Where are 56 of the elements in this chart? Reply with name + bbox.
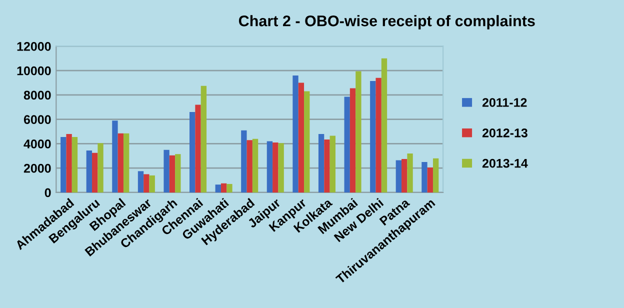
bar <box>324 139 330 192</box>
bar <box>396 160 402 192</box>
bar <box>60 137 66 192</box>
bar <box>292 75 298 192</box>
y-tick-label: 6000 <box>24 115 51 124</box>
bar <box>266 141 273 192</box>
bar <box>195 104 201 192</box>
bar <box>252 138 258 192</box>
legend-label: 2011-12 <box>482 98 527 107</box>
bar <box>220 183 227 192</box>
y-tick-label: 8000 <box>24 90 51 100</box>
bar <box>278 143 284 192</box>
bar <box>402 158 408 192</box>
bar <box>144 174 150 192</box>
y-tick-label: 4000 <box>24 140 51 148</box>
bar <box>190 112 196 192</box>
bar <box>169 155 176 192</box>
bar <box>72 137 78 192</box>
bar <box>138 171 144 192</box>
bar <box>215 184 221 192</box>
bar <box>356 71 362 192</box>
bar <box>86 150 92 192</box>
bar <box>344 96 350 192</box>
bar <box>175 154 181 192</box>
y-tick-label: 10000 <box>17 66 51 76</box>
bar <box>304 91 310 192</box>
bar <box>318 134 324 192</box>
bar <box>422 162 428 192</box>
y-tick-label: 0 <box>44 188 51 198</box>
bar <box>330 136 336 192</box>
bar <box>381 58 388 192</box>
y-tick-label: 12000 <box>17 42 51 51</box>
bar <box>200 86 207 192</box>
bar <box>149 175 155 192</box>
bar <box>427 168 433 192</box>
bar <box>118 133 124 192</box>
bar <box>370 80 376 192</box>
chart-title: Chart 2 - OBO-wise receipt of complaints <box>238 15 535 30</box>
legend-label: 2012-13 <box>482 128 528 138</box>
bar <box>123 133 130 192</box>
bar <box>350 88 356 192</box>
bar <box>164 150 170 192</box>
bar <box>407 153 413 192</box>
bar <box>112 120 118 192</box>
bar <box>226 184 232 192</box>
bar <box>272 142 278 192</box>
bar <box>246 140 252 192</box>
bar <box>432 158 439 192</box>
bar <box>241 130 247 192</box>
bar <box>376 78 382 192</box>
bar <box>98 143 104 192</box>
legend-label: 2013-14 <box>482 158 528 168</box>
bar <box>298 82 304 192</box>
y-tick-label: 2000 <box>24 164 51 173</box>
bar <box>92 152 98 192</box>
bar <box>66 134 72 192</box>
